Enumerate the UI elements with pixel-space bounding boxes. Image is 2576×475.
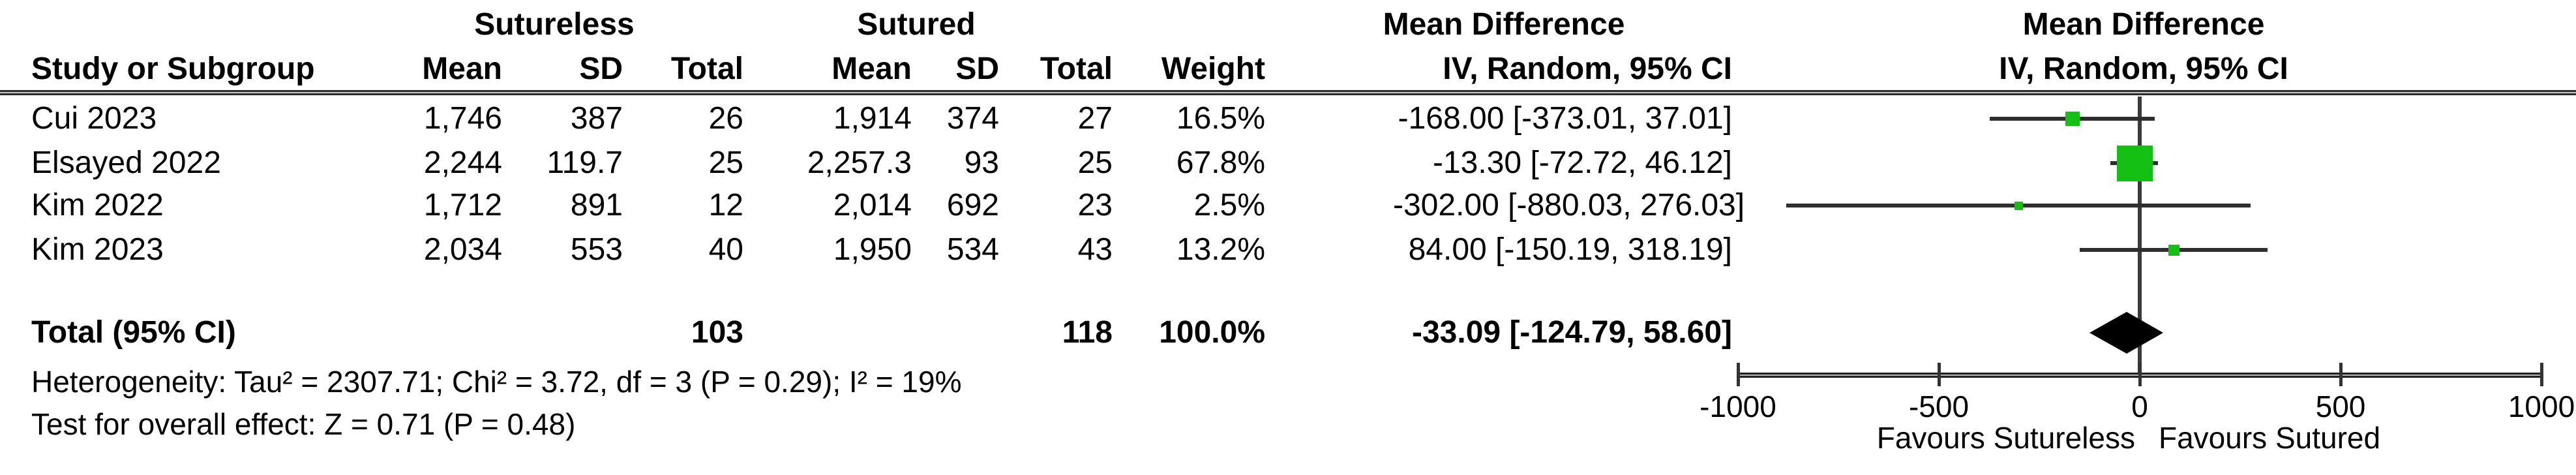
total-sutureless: 25 (708, 146, 743, 180)
total-ci-value: -33.09 [-124.79, 58.60] (1412, 315, 1732, 350)
col-header-weight: Weight (1161, 52, 1265, 86)
x-tick-label: -500 (1908, 390, 1969, 423)
study-name: Elsayed 2022 (31, 146, 221, 180)
col-header-sd-sutured: SD (955, 52, 999, 86)
col-header-ci-text: IV, Random, 95% CI (1443, 52, 1732, 86)
weight-square-kim-2023 (2168, 245, 2179, 256)
sd-sutured: 692 (946, 188, 999, 222)
sd-sutured: 93 (964, 146, 999, 180)
effect-header-plot-column: Mean Difference (2022, 7, 2265, 42)
sd-sutured: 374 (946, 101, 999, 136)
col-header-ci-plot: IV, Random, 95% CI (1999, 52, 2288, 86)
mean-sutureless: 2,034 (423, 232, 502, 267)
total-sutureless: 26 (708, 101, 743, 136)
ci-value: -13.30 [-72.72, 46.12] (1433, 146, 1732, 180)
x-axis-tick (2339, 363, 2343, 386)
group-header-sutureless: Sutureless (474, 7, 635, 42)
weight-value: 67.8% (1176, 146, 1265, 180)
total-sutured: 27 (1077, 101, 1113, 136)
sd-sutureless: 119.7 (547, 146, 623, 180)
sd-sutureless: 387 (570, 101, 623, 136)
heterogeneity-note: Heterogeneity: Tau² = 2307.71; Chi² = 3.… (31, 365, 962, 399)
weight-value: 16.5% (1176, 101, 1265, 136)
col-header-mean-sutureless: Mean (422, 52, 502, 86)
sd-sutureless: 891 (570, 188, 623, 222)
mean-sutureless: 1,712 (423, 188, 502, 222)
col-header-total-sutureless: Total (670, 52, 743, 86)
x-tick-label: -1000 (1700, 390, 1776, 423)
study-name: Cui 2023 (31, 101, 157, 136)
x-tick-label: 0 (2131, 390, 2148, 423)
total-sutured: 43 (1077, 232, 1113, 267)
sd-sutureless: 553 (570, 232, 623, 267)
overall-effect-note: Test for overall effect: Z = 0.71 (P = 0… (31, 407, 576, 441)
study-name: Kim 2022 (31, 188, 164, 222)
weight-value: 2.5% (1193, 188, 1265, 222)
mean-sutured: 1,950 (833, 232, 912, 267)
zero-effect-line (2138, 97, 2142, 377)
mean-sutureless: 1,746 (423, 101, 502, 136)
x-axis-tick (1737, 363, 1740, 386)
x-tick-label: 1000 (2508, 390, 2575, 423)
sd-sutured: 534 (946, 232, 999, 267)
weight-square-elsayed-2022 (2117, 146, 2153, 181)
weight-square-kim-2022 (2014, 202, 2023, 210)
total-sutured: 25 (1077, 146, 1113, 180)
ci-value: -302.00 [-880.03, 276.03] (1393, 188, 1745, 222)
study-name: Kim 2023 (31, 232, 164, 267)
weight-square-cui-2023 (2065, 112, 2080, 126)
total-sutureless: 40 (708, 232, 743, 267)
total-sutureless: 12 (708, 188, 743, 222)
total-diamond (2089, 312, 2163, 354)
col-header-total-sutured: Total (1040, 52, 1113, 86)
total-label: Total (95% CI) (31, 315, 236, 350)
col-header-mean-sutured: Mean (831, 52, 912, 86)
mean-sutured: 2,014 (833, 188, 912, 222)
group-header-sutured: Sutured (857, 7, 976, 42)
favours-left-label: Favours Sutureless (1876, 421, 2135, 455)
ci-value: -168.00 [-373.01, 37.01] (1398, 101, 1732, 136)
x-axis-tick (2138, 363, 2142, 386)
weight-value: 13.2% (1176, 232, 1265, 267)
header-separator-rule (0, 90, 2576, 97)
total-n-sutured: 118 (1062, 315, 1113, 350)
col-header-sd-sutureless: SD (579, 52, 623, 86)
x-tick-label: 500 (2315, 390, 2366, 423)
effect-header-text-column: Mean Difference (1383, 7, 1625, 42)
favours-right-label: Favours Sutured (2159, 421, 2381, 455)
total-sutured: 23 (1077, 188, 1113, 222)
x-axis-tick (1938, 363, 1941, 386)
mean-sutured: 1,914 (833, 101, 912, 136)
ci-value: 84.00 [-150.19, 318.19] (1408, 232, 1732, 267)
col-header-study: Study or Subgroup (31, 52, 315, 86)
total-n-sutureless: 103 (691, 315, 743, 350)
mean-sutureless: 2,244 (423, 146, 502, 180)
x-axis-tick (2540, 363, 2543, 386)
mean-sutured: 2,257.3 (807, 146, 912, 180)
total-weight: 100.0% (1159, 315, 1265, 350)
